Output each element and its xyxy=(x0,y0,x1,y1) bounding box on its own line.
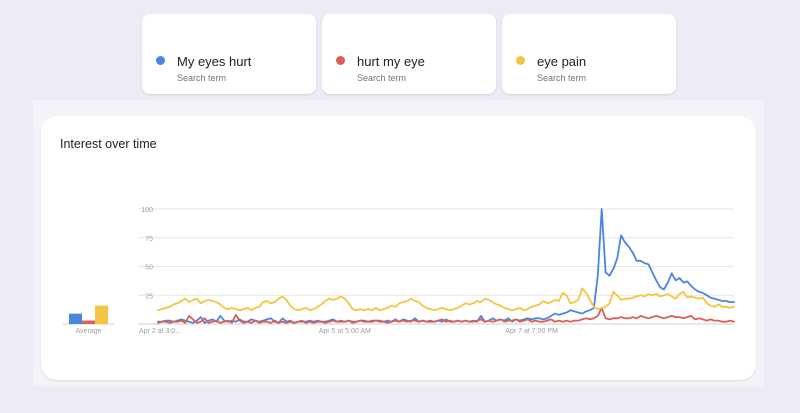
search-term-name: hurt my eye xyxy=(357,54,425,69)
average-bar xyxy=(95,305,108,324)
y-tick-label: 75 xyxy=(145,236,153,243)
search-term-name: eye pain xyxy=(537,54,587,69)
x-tick-label: Apr 2 at 3:0... xyxy=(139,328,181,335)
y-tick-label: 50 xyxy=(145,265,153,272)
interest-over-time-card xyxy=(41,116,756,380)
chart-title: Interest over time xyxy=(60,137,157,151)
series-color-dot xyxy=(336,56,345,65)
average-bar xyxy=(82,320,95,324)
series-line xyxy=(157,287,735,312)
search-term-name: My eyes hurt xyxy=(177,54,252,69)
average-bars: Average xyxy=(63,305,114,335)
x-tick-label: Apr 7 at 7:00 PM xyxy=(505,328,558,335)
y-tick-labels: 100 75 50 25 xyxy=(141,207,153,300)
series-color-dot xyxy=(516,56,525,65)
average-label: Average xyxy=(76,328,102,335)
search-term-subtitle: Search term xyxy=(177,73,227,83)
series-color-dot xyxy=(156,56,165,65)
search-term-card[interactable]: hurt my eye Search term xyxy=(322,14,496,94)
average-bar xyxy=(69,313,82,324)
series-line xyxy=(157,208,735,324)
series-lines xyxy=(157,208,735,324)
search-term-card[interactable]: My eyes hurt Search term xyxy=(142,14,316,94)
chart-grid xyxy=(138,208,734,325)
search-term-subtitle: Search term xyxy=(357,73,407,83)
y-tick-label: 100 xyxy=(141,207,153,214)
search-term-card[interactable]: eye pain Search term xyxy=(502,14,676,94)
x-tick-labels: Apr 2 at 3:0... Apr 5 at 5:00 AM Apr 7 at … xyxy=(139,328,558,335)
y-tick-label: 25 xyxy=(145,293,153,300)
series-line xyxy=(157,306,735,324)
search-term-subtitle: Search term xyxy=(537,73,587,83)
x-tick-label: Apr 5 at 5:00 AM xyxy=(319,328,371,335)
